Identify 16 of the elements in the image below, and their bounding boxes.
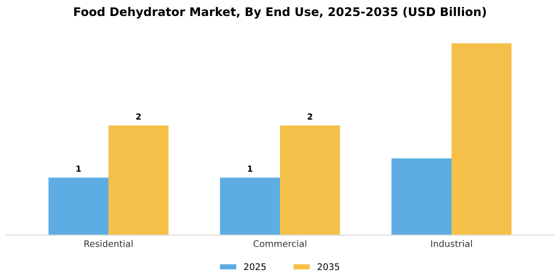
legend-label: 2025	[244, 263, 266, 270]
data-label: 2	[308, 113, 312, 120]
bar	[391, 158, 452, 236]
x-tick-label: Commercial	[254, 240, 306, 248]
x-tick-label: Residential	[84, 240, 133, 248]
x-tick-label: Industrial	[431, 240, 472, 248]
chart-title: Food Dehydrator Market, By End Use, 2025-2035 (USD Billion)	[74, 7, 486, 19]
bar	[220, 178, 280, 236]
bar	[108, 125, 169, 236]
data-label: 1	[76, 166, 81, 172]
legend-label: 2035	[318, 263, 340, 270]
bar	[48, 178, 108, 236]
data-label: 2	[136, 113, 141, 120]
bar	[452, 43, 512, 236]
bar	[280, 125, 340, 236]
data-label: 1	[248, 166, 252, 172]
